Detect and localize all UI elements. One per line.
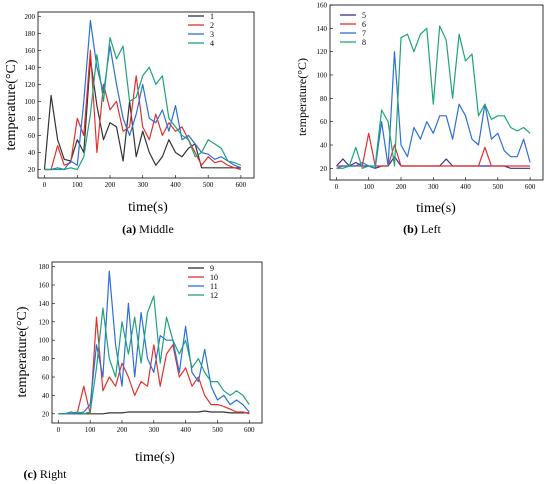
- series-line-8: [336, 25, 531, 169]
- series-line-11: [58, 270, 250, 415]
- x-tick-label: 100: [363, 183, 374, 191]
- x-tick-label: 600: [525, 183, 536, 191]
- x-tick-label: 500: [203, 181, 214, 189]
- x-tick-label: 300: [428, 183, 439, 191]
- y-tick-label: 80: [320, 95, 328, 103]
- y-tick-label: 80: [42, 355, 50, 363]
- y-tick-label: 180: [25, 30, 36, 38]
- legend-label-12: 12: [210, 291, 218, 300]
- y-tick-label: 80: [28, 115, 36, 123]
- y-tick-label: 140: [317, 25, 328, 33]
- y-tick-label: 120: [317, 48, 328, 56]
- y-tick-label: 140: [39, 300, 50, 308]
- x-tick-label: 0: [43, 181, 47, 189]
- y-tick-label: 160: [39, 282, 50, 290]
- y-tick-label: 20: [28, 166, 36, 174]
- y-tick-label: 40: [42, 392, 50, 400]
- x-tick-label: 300: [137, 181, 148, 189]
- y-tick-label: 20: [320, 165, 328, 173]
- x-tick-label: 0: [335, 183, 339, 191]
- y-axis-label: temperature(°C): [4, 59, 19, 150]
- legend-label-4: 4: [210, 39, 214, 48]
- x-tick-label: 300: [149, 426, 160, 434]
- legend-label-2: 2: [210, 21, 214, 30]
- legend-label-8: 8: [362, 38, 366, 47]
- y-tick-label: 100: [25, 98, 36, 106]
- y-tick-label: 60: [42, 374, 50, 382]
- x-tick-label: 500: [493, 183, 504, 191]
- y-tick-label: 160: [25, 47, 36, 55]
- legend-label-9: 9: [210, 264, 214, 273]
- y-tick-label: 140: [25, 64, 36, 72]
- plot-frame: [51, 261, 263, 424]
- panel-left: temperature(°C) time(s) (b) Left 0 100 200…: [295, 2, 544, 236]
- series-line-1: [43, 58, 241, 170]
- y-tick-label: 200: [25, 13, 36, 21]
- y-tick-label: 100: [317, 72, 328, 80]
- x-tick-label: 100: [72, 181, 83, 189]
- panel-caption: (c) Right: [24, 467, 68, 481]
- y-tick-label: 120: [39, 318, 50, 326]
- x-axis-label: time(s): [416, 201, 456, 216]
- panel-caption: (a) Middle: [122, 222, 174, 236]
- panel-right: temperature(°C) time(s) (c) Right 0 100 20…: [15, 261, 263, 481]
- y-axis-label: temperature(°C): [15, 306, 30, 397]
- series-line-6: [336, 132, 531, 167]
- y-tick-label: 40: [320, 142, 328, 150]
- y-tick-label: 60: [320, 118, 328, 126]
- x-axis-label: time(s): [135, 450, 175, 465]
- x-axis-label: time(s): [128, 200, 168, 215]
- x-tick-label: 600: [244, 426, 255, 434]
- x-tick-label: 400: [170, 181, 181, 189]
- legend-label-1: 1: [210, 12, 214, 21]
- legend-label-3: 3: [210, 30, 214, 39]
- y-tick-label: 160: [317, 2, 328, 10]
- x-tick-label: 600: [236, 181, 247, 189]
- legend-label-5: 5: [362, 11, 366, 20]
- x-tick-label: 400: [180, 426, 191, 434]
- series-line-2: [44, 49, 242, 171]
- x-tick-label: 200: [117, 426, 128, 434]
- x-tick-label: 0: [57, 426, 61, 434]
- legend-label-11: 11: [210, 282, 218, 291]
- legend-label-6: 6: [362, 20, 366, 29]
- series-line-4: [44, 36, 242, 171]
- x-tick-label: 200: [105, 181, 116, 189]
- series-line-10: [58, 316, 250, 415]
- legend-label-7: 7: [362, 29, 366, 38]
- y-tick-label: 120: [25, 81, 36, 89]
- x-tick-label: 400: [460, 183, 471, 191]
- x-tick-label: 100: [85, 426, 96, 434]
- y-tick-label: 100: [39, 337, 50, 345]
- legend-label-10: 10: [210, 273, 218, 282]
- panel-caption: (b) Left: [403, 222, 441, 236]
- y-axis-label: temperature(°C): [295, 58, 309, 136]
- series-line-12: [58, 295, 250, 415]
- y-tick-label: 180: [39, 263, 50, 271]
- plot-frame: [329, 4, 544, 181]
- y-tick-label: 20: [42, 410, 50, 418]
- plot-frame: [37, 11, 255, 179]
- panel-middle: temperature(°C) time(s) (a) Middle 0 100 2…: [4, 11, 255, 236]
- y-tick-label: 60: [28, 132, 36, 140]
- x-tick-label: 200: [396, 183, 407, 191]
- x-tick-label: 500: [212, 426, 223, 434]
- y-tick-label: 40: [28, 149, 36, 157]
- series-line-3: [44, 19, 242, 171]
